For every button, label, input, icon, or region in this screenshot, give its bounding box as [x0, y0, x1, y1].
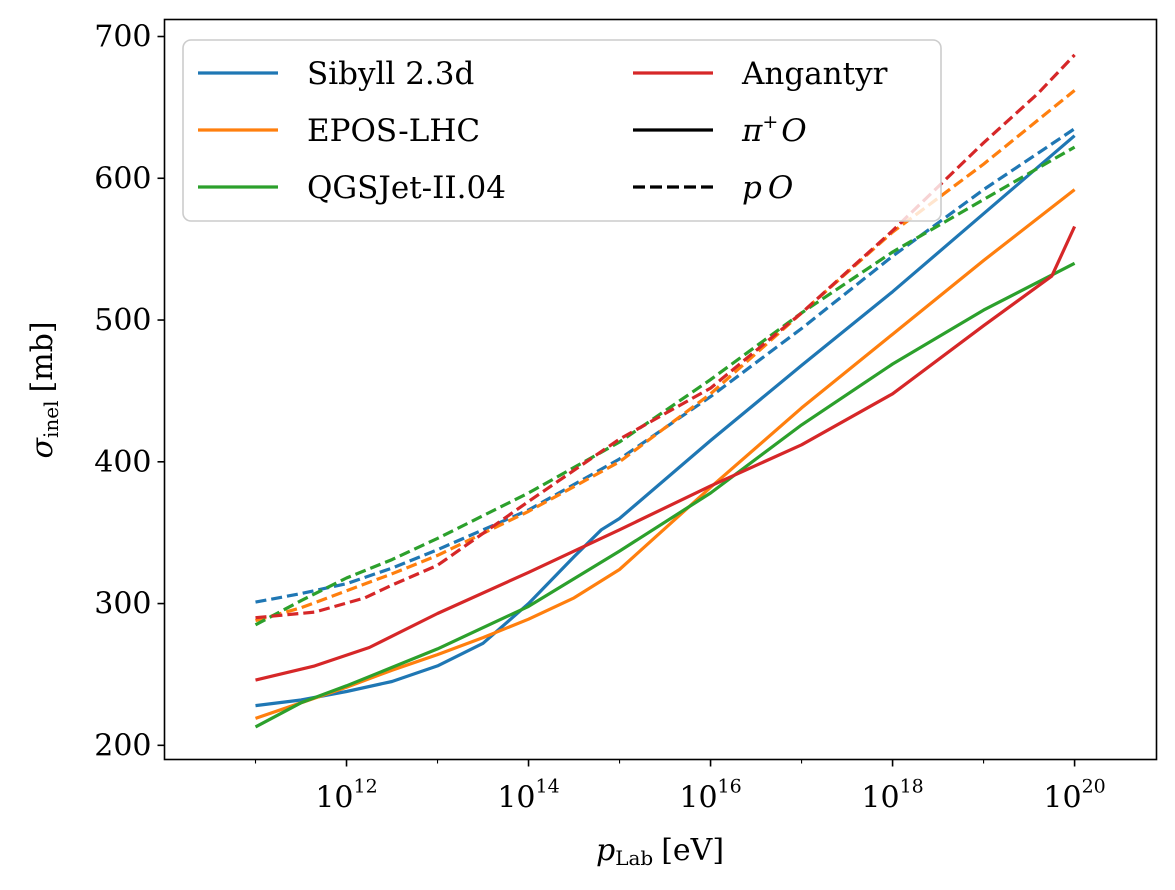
y-label-unit: [mb] [25, 321, 60, 392]
plot-frame [163, 18, 1158, 761]
x-tick-label: 1014 [497, 776, 559, 816]
y-tick-label: 400 [94, 445, 151, 480]
legend-box [182, 39, 942, 222]
x-label-symbol: p [596, 833, 615, 868]
y-tick-label: 300 [94, 587, 151, 622]
legend-label-angantyr: Angantyr [741, 56, 888, 92]
x-tick-label: 1018 [861, 776, 923, 816]
series-line-qgsjet-ii-04-po [254, 145, 1076, 627]
x-tick-label: 1020 [1043, 776, 1105, 816]
y-label-subscript: inel [39, 401, 63, 439]
y-tick-label: 600 [94, 161, 151, 196]
x-tick-label: 1012 [315, 776, 377, 816]
x-tick-label: 1016 [679, 776, 741, 816]
svg-text:σinel[mb]: σinel [mb] [25, 321, 63, 458]
y-axis: 200 300 400 500 600 700 [94, 20, 165, 763]
y-tick-label: 500 [94, 303, 151, 338]
y-axis-label: σinel [mb] [25, 321, 63, 458]
legend-label-qgsjet: QGSJet-II.04 [307, 170, 506, 206]
y-label-symbol: σ [25, 437, 60, 459]
x-label-subscript: Lab [615, 846, 653, 870]
legend-label-sibyll: Sibyll 2.3d [307, 56, 474, 92]
series-line-sibyll-2-3d-po [255, 127, 1076, 604]
x-label-unit: [eV] [661, 833, 724, 868]
legend-label-epos: EPOS-LHC [307, 113, 480, 149]
series-line-qgsjet-ii-04-o [254, 261, 1076, 729]
series-line-sibyll-2-3d-o [255, 134, 1076, 708]
legend-label-pi-o: π+O [741, 111, 807, 149]
series-line-angantyr-o [255, 225, 1077, 682]
x-axis: 1012 1014 1016 1018 1020 [254, 759, 1106, 816]
x-axis-label: pLab [eV] [596, 833, 724, 870]
series-line-angantyr-po [255, 53, 1076, 620]
y-tick-label: 700 [94, 20, 151, 55]
legend: Sibyll 2.3d EPOS-LHC QGSJet-II.04 Angant… [182, 39, 942, 222]
y-tick-label: 200 [94, 728, 151, 763]
